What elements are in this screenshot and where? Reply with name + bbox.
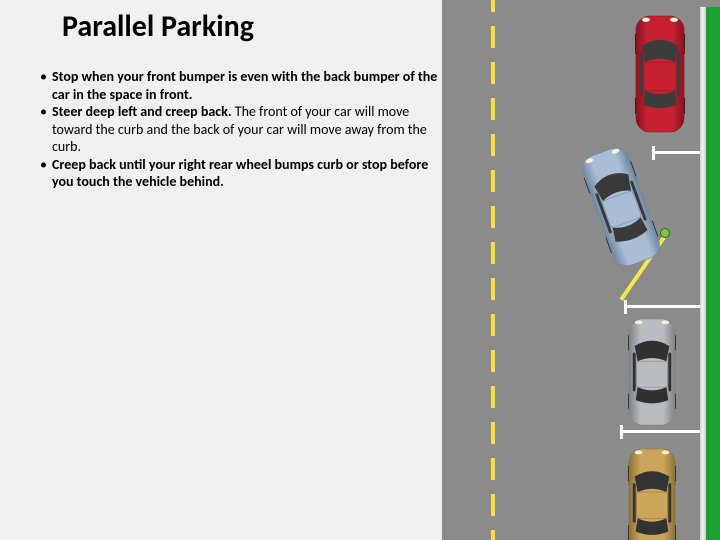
instruction-list: Stop when your front bumper is even with… bbox=[40, 68, 440, 191]
steer-indicator-dot bbox=[660, 228, 670, 238]
grass-strip bbox=[706, 7, 720, 540]
page-title: Parallel Parking bbox=[62, 8, 254, 45]
instruction-item: Steer deep left and creep back. The fron… bbox=[40, 103, 440, 156]
car-silver bbox=[628, 318, 676, 426]
slide: Parallel Parking Stop when your front bu… bbox=[0, 0, 720, 540]
slot-divider bbox=[624, 305, 700, 308]
slot-divider bbox=[620, 430, 700, 433]
instruction-item: Stop when your front bumper is even with… bbox=[40, 68, 440, 103]
car-red bbox=[635, 15, 685, 133]
lane-center-dashes bbox=[491, 0, 495, 540]
instruction-item: Creep back until your right rear wheel b… bbox=[40, 156, 440, 191]
slot-divider bbox=[652, 151, 700, 154]
car-gold bbox=[628, 448, 676, 540]
